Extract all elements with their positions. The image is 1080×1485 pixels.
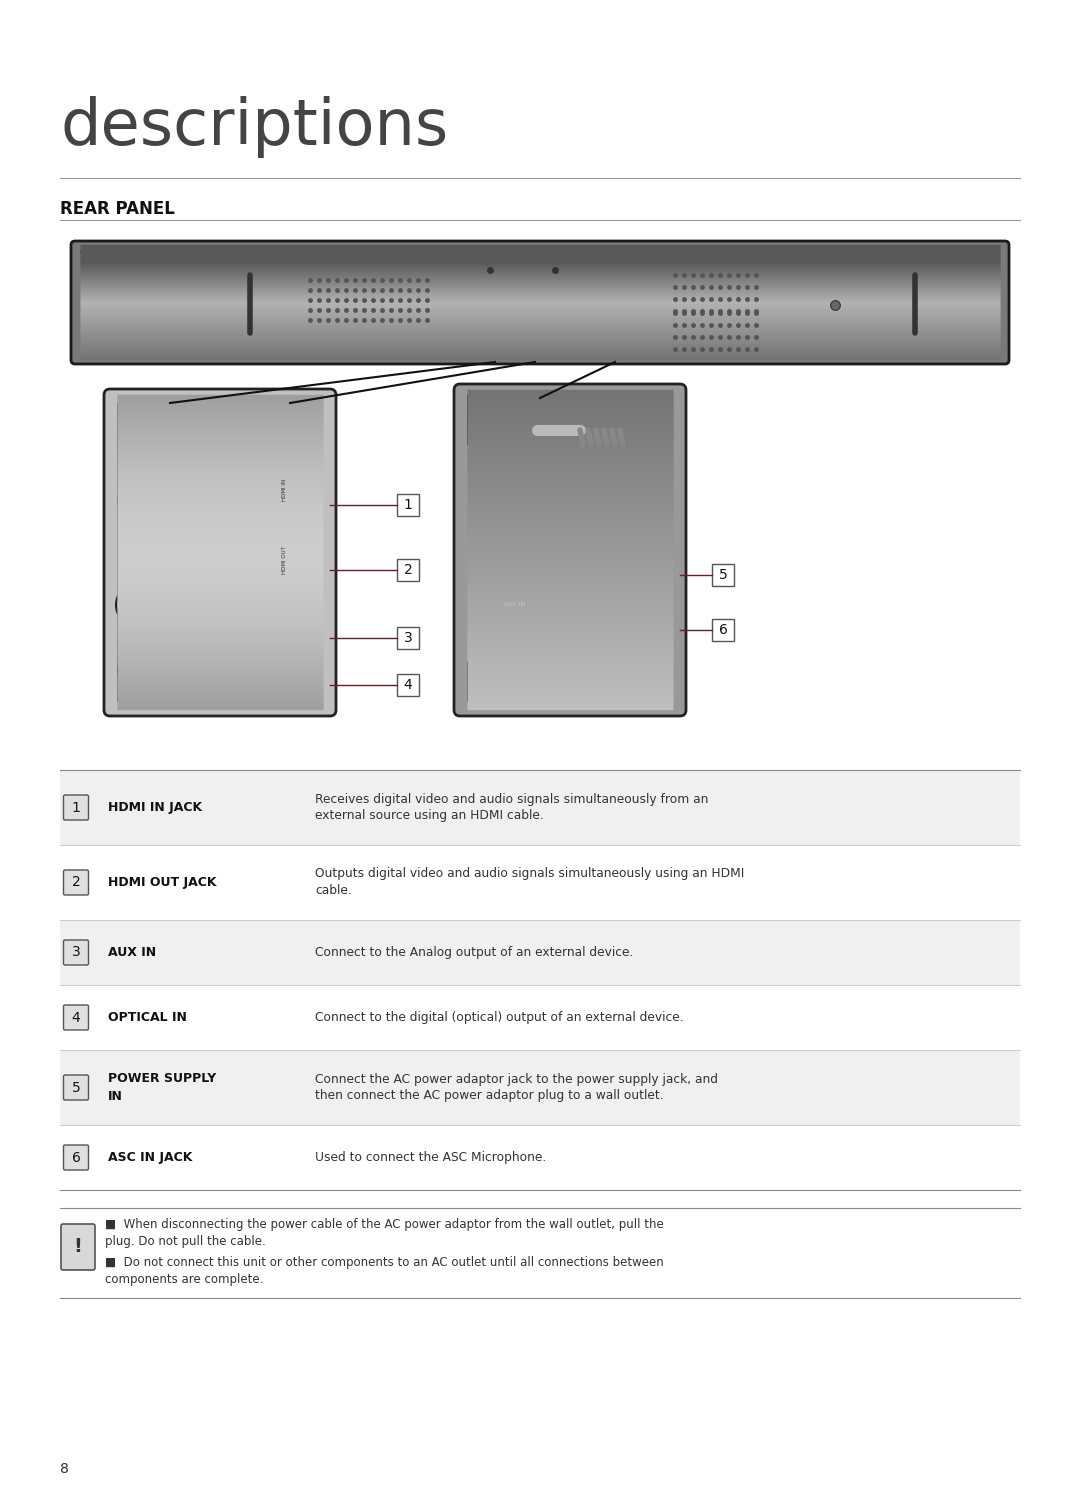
Bar [60, 1050, 1020, 1126]
Text: HDMI IN: HDMI IN [283, 480, 287, 500]
Bar [397, 627, 419, 649]
Text: AUX IN: AUX IN [108, 946, 157, 959]
FancyBboxPatch shape [64, 794, 89, 820]
Text: Used to connect the ASC Microphone.: Used to connect the ASC Microphone. [315, 1151, 546, 1164]
Text: descriptions: descriptions [60, 97, 448, 157]
Bar [485, 446, 585, 575]
Text: 3: 3 [404, 631, 413, 644]
Text: 8: 8 [60, 1463, 69, 1476]
Circle shape [126, 658, 150, 682]
Text: HDMI OUT JACK: HDMI OUT JACK [108, 876, 216, 890]
Circle shape [116, 584, 160, 627]
Text: 1: 1 [71, 800, 80, 814]
Text: 6: 6 [71, 1151, 80, 1164]
Bar [467, 662, 673, 702]
Circle shape [580, 665, 600, 685]
FancyBboxPatch shape [191, 673, 249, 695]
Bar [467, 395, 673, 446]
Text: 5: 5 [718, 567, 727, 582]
Text: HDMI IN JACK: HDMI IN JACK [108, 800, 202, 814]
Bar [712, 619, 734, 642]
FancyBboxPatch shape [60, 1224, 95, 1270]
Bar [480, 260, 518, 290]
Text: ■  Do not connect this unit or other components to an AC outlet until all connec: ■ Do not connect this unit or other comp… [105, 1256, 664, 1286]
Circle shape [118, 650, 158, 691]
Text: REAR PANEL: REAR PANEL [60, 200, 175, 218]
Text: 6: 6 [718, 624, 728, 637]
Bar [60, 845, 1020, 921]
Circle shape [514, 624, 526, 636]
Bar [60, 771, 1020, 845]
FancyBboxPatch shape [64, 1075, 89, 1100]
Bar [190, 526, 300, 604]
Circle shape [523, 533, 537, 546]
Text: 4: 4 [404, 679, 413, 692]
FancyBboxPatch shape [454, 385, 686, 716]
Bar [475, 255, 570, 345]
Bar [397, 495, 419, 515]
FancyBboxPatch shape [490, 508, 569, 561]
Bar [712, 564, 734, 587]
Text: ASC IN: ASC IN [504, 603, 526, 607]
Text: POWER SUPPLY
IN: POWER SUPPLY IN [108, 1072, 216, 1102]
Bar [525, 260, 563, 290]
Text: Connect to the digital (optical) output of an external device.: Connect to the digital (optical) output … [315, 1011, 684, 1025]
Bar [60, 985, 1020, 1050]
FancyBboxPatch shape [64, 1005, 89, 1031]
Text: 2: 2 [404, 563, 413, 578]
Text: OPTICAL IN: OPTICAL IN [108, 1011, 187, 1025]
Bar [60, 921, 1020, 985]
Text: Outputs digital video and audio signals simultaneously using an HDMI
cable.: Outputs digital video and audio signals … [315, 867, 744, 897]
Bar [165, 585, 295, 655]
Circle shape [507, 616, 534, 644]
Bar [397, 674, 419, 696]
Text: 4: 4 [71, 1010, 80, 1025]
FancyBboxPatch shape [191, 544, 255, 567]
Circle shape [126, 489, 150, 512]
Circle shape [118, 480, 158, 520]
Text: ■  When disconnecting the power cable of the AC power adaptor from the wall outl: ■ When disconnecting the power cable of … [105, 1218, 664, 1247]
Circle shape [125, 593, 151, 618]
Circle shape [205, 639, 215, 647]
Text: Receives digital video and audio signals simultaneously from an
external source : Receives digital video and audio signals… [315, 793, 708, 823]
Bar [165, 653, 295, 702]
FancyBboxPatch shape [64, 940, 89, 965]
FancyBboxPatch shape [64, 870, 89, 895]
Circle shape [198, 631, 222, 655]
Circle shape [492, 408, 537, 451]
Bar [80, 249, 1000, 252]
Text: 1: 1 [404, 497, 413, 512]
FancyBboxPatch shape [191, 477, 255, 500]
Text: Connect the AC power adaptor jack to the power supply jack, and
then connect the: Connect the AC power adaptor jack to the… [315, 1072, 718, 1102]
Text: !: ! [73, 1237, 82, 1256]
Bar [117, 402, 145, 702]
FancyBboxPatch shape [64, 1145, 89, 1170]
Bar [397, 558, 419, 581]
Text: HDMI OUT: HDMI OUT [283, 546, 287, 573]
FancyBboxPatch shape [71, 241, 1009, 364]
Text: 3: 3 [71, 946, 80, 959]
Circle shape [503, 417, 527, 443]
Text: Connect to the Analog output of an external device.: Connect to the Analog output of an exter… [315, 946, 633, 959]
Text: 5: 5 [71, 1081, 80, 1094]
Text: 2: 2 [71, 876, 80, 890]
Bar [190, 414, 300, 520]
Bar [60, 1126, 1020, 1189]
Circle shape [516, 526, 544, 554]
Text: ASC IN JACK: ASC IN JACK [108, 1151, 192, 1164]
FancyBboxPatch shape [104, 389, 336, 716]
